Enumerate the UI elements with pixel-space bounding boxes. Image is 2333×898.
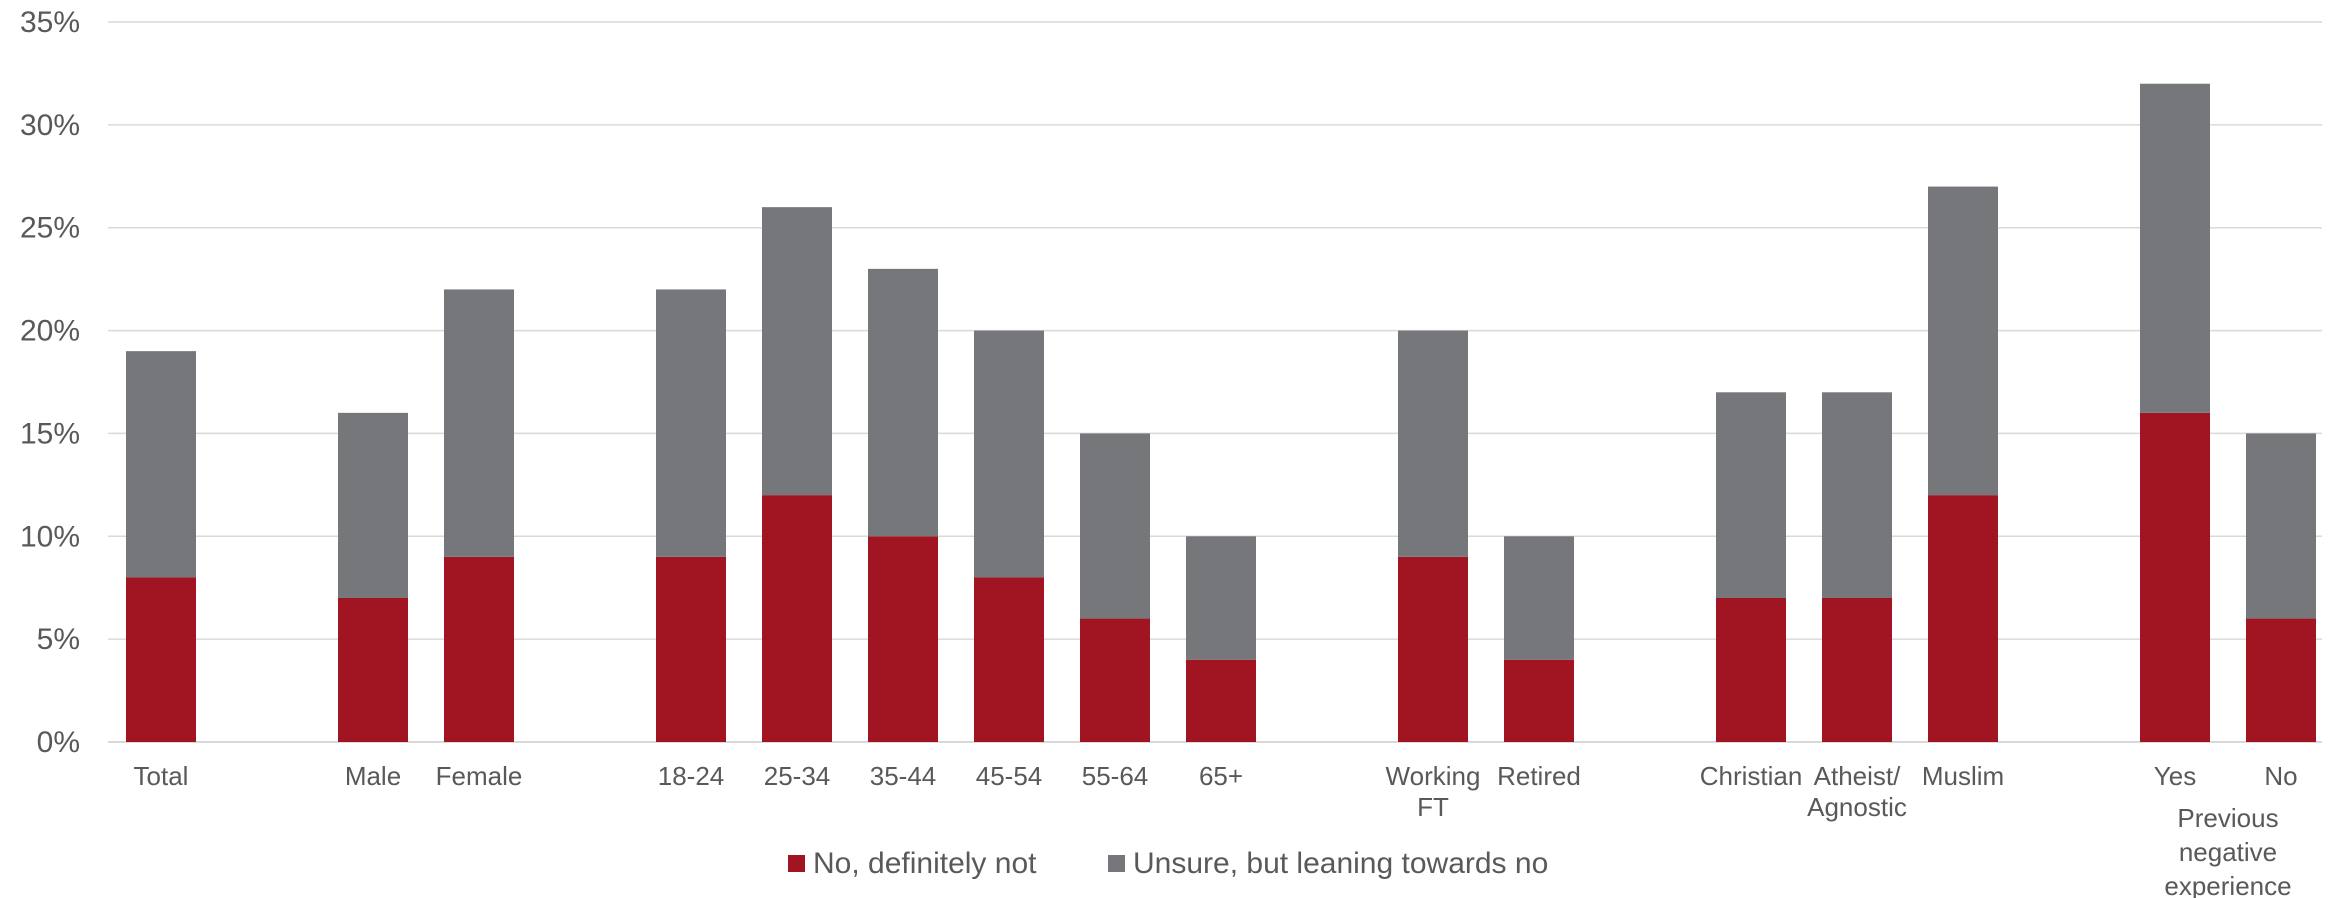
- legend: No, definitely not Unsure, but leaning to…: [788, 847, 1548, 880]
- bar-segment-unsure: [1080, 433, 1150, 619]
- x-category-label: 55-64: [1082, 761, 1149, 791]
- x-category-label: Total: [134, 761, 189, 791]
- x-category-label: 18-24: [658, 761, 725, 791]
- bar-segment-unsure: [1504, 536, 1574, 660]
- y-axis: 0% 5% 10% 15% 20% 25% 30% 35%: [20, 6, 80, 759]
- bar-segment-definitely-not: [338, 598, 408, 742]
- bar-segment-unsure: [762, 207, 832, 496]
- x-category-label: Female: [436, 761, 523, 791]
- bar-segment-definitely-not: [1928, 495, 1998, 742]
- x-group-label: Previous: [2177, 803, 2278, 833]
- legend-swatch: [788, 855, 805, 872]
- bar-segment-unsure: [444, 289, 514, 557]
- bar-segment-unsure: [1928, 186, 1998, 496]
- y-tick-label: 30%: [20, 109, 80, 142]
- bar-segment-definitely-not: [1080, 618, 1150, 742]
- x-axis: Total Male Female 18-24 25-34 35-44 45-54 55-64…: [134, 761, 2298, 898]
- x-category-label: Muslim: [1922, 761, 2004, 791]
- legend-label: No, definitely not: [813, 847, 1037, 880]
- y-tick-label: 5%: [37, 623, 80, 656]
- y-tick-label: 15%: [20, 417, 80, 450]
- y-tick-label: 0%: [37, 726, 80, 759]
- x-category-label: Working: [1386, 761, 1481, 791]
- x-category-label: Retired: [1497, 761, 1581, 791]
- bar-segment-definitely-not: [2140, 412, 2210, 742]
- bar-segment-definitely-not: [868, 536, 938, 742]
- bar-segment-definitely-not: [1398, 556, 1468, 742]
- y-tick-label: 20%: [20, 315, 80, 348]
- bar-segment-definitely-not: [2246, 618, 2316, 742]
- bar-segment-definitely-not: [1822, 598, 1892, 742]
- x-category-label: 25-34: [764, 761, 831, 791]
- x-category-label: Yes: [2154, 761, 2196, 791]
- x-category-label: No: [2264, 761, 2297, 791]
- bar-segment-unsure: [974, 330, 1044, 578]
- bar-segment-unsure: [2246, 433, 2316, 619]
- y-tick-label: 25%: [20, 212, 80, 245]
- x-category-label: FT: [1417, 792, 1449, 822]
- bar-segment-unsure: [1716, 392, 1786, 598]
- bar-segment-definitely-not: [1716, 598, 1786, 742]
- bar-segment-unsure: [338, 412, 408, 598]
- bar-segment-unsure: [1822, 392, 1892, 598]
- y-tick-label: 35%: [20, 6, 80, 39]
- bar-segment-definitely-not: [974, 577, 1044, 742]
- bar-segment-definitely-not: [126, 577, 196, 742]
- bar-segment-unsure: [1398, 330, 1468, 557]
- x-group-label: negative: [2179, 837, 2277, 867]
- x-category-label: Agnostic: [1807, 792, 1907, 822]
- bar-segment-unsure: [1186, 536, 1256, 660]
- legend-swatch: [1108, 855, 1125, 872]
- x-category-label: Christian: [1700, 761, 1803, 791]
- x-category-label: 45-54: [976, 761, 1043, 791]
- bar-segment-definitely-not: [762, 495, 832, 742]
- bar-segment-unsure: [2140, 83, 2210, 413]
- legend-label: Unsure, but leaning towards no: [1133, 847, 1548, 880]
- bars: [126, 83, 2316, 742]
- bar-segment-unsure: [868, 268, 938, 537]
- x-category-label: Male: [345, 761, 401, 791]
- bar-segment-definitely-not: [1504, 659, 1574, 742]
- bar-segment-unsure: [126, 351, 196, 578]
- y-tick-label: 10%: [20, 520, 80, 553]
- x-category-label: 35-44: [870, 761, 937, 791]
- x-category-label: 65+: [1199, 761, 1243, 791]
- bar-segment-definitely-not: [444, 556, 514, 742]
- x-category-label: Atheist/: [1814, 761, 1901, 791]
- bar-segment-definitely-not: [656, 556, 726, 742]
- bar-segment-unsure: [656, 289, 726, 557]
- bar-segment-definitely-not: [1186, 659, 1256, 742]
- x-group-label: experience: [2164, 871, 2291, 898]
